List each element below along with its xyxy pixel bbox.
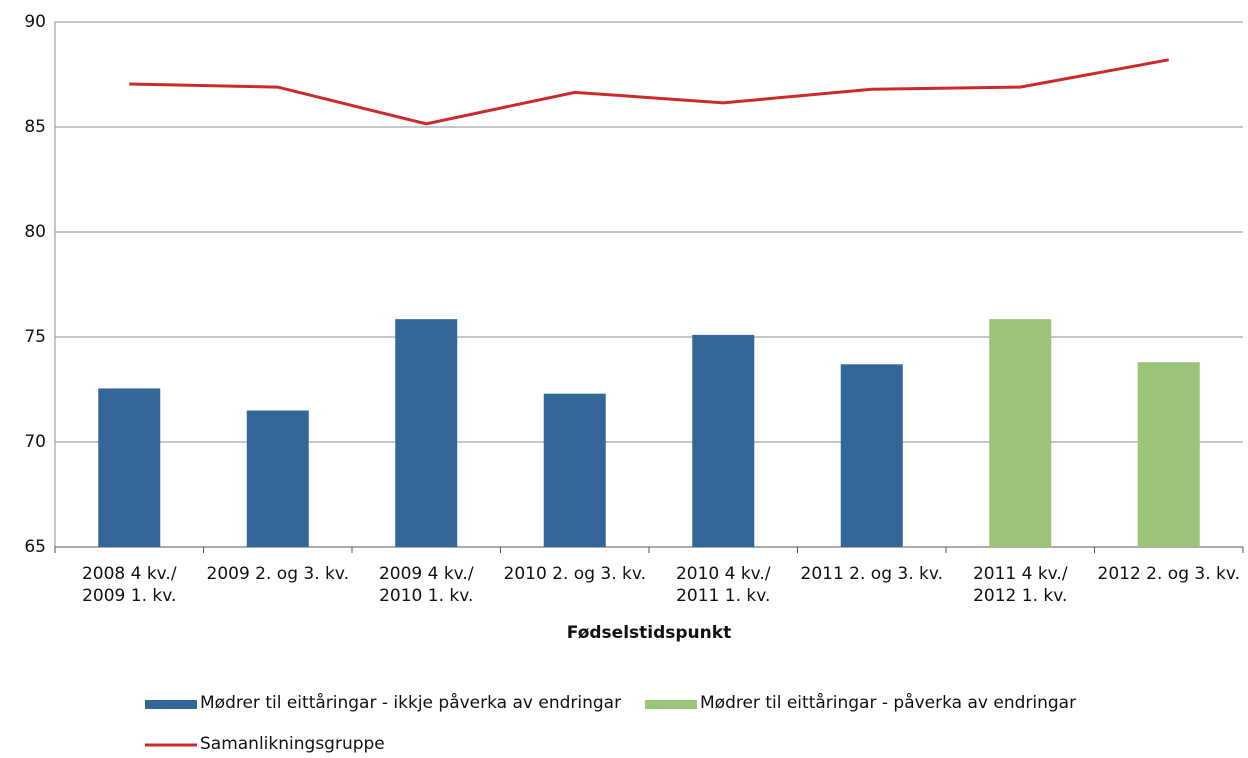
y-tick-label: 75 xyxy=(24,327,46,347)
bar xyxy=(692,334,755,547)
x-tick-label: 2009 4 kv./ 2010 1. kv. xyxy=(378,564,474,606)
x-tick-label: 2011 4 kv./ 2012 1. kv. xyxy=(972,564,1068,606)
legend-swatch xyxy=(645,700,697,709)
bar xyxy=(989,319,1052,547)
y-tick-label: 90 xyxy=(24,12,46,32)
bar xyxy=(246,410,309,547)
x-tick-label: 2008 4 kv./ 2009 1. kv. xyxy=(81,564,177,606)
bar xyxy=(543,393,606,547)
legend-label: Samanlikningsgruppe xyxy=(200,734,385,754)
y-tick-label: 85 xyxy=(24,117,46,137)
legend-label: Mødrer til eittåringar - påverka av endr… xyxy=(700,693,1077,713)
y-tick-label: 70 xyxy=(24,432,46,452)
legend-label: Mødrer til eittåringar - ikkje påverka a… xyxy=(200,693,622,713)
x-tick-label: 2012 2. og 3. kv. xyxy=(1097,564,1241,584)
bar xyxy=(840,364,903,547)
x-tick-label: 2009 2. og 3. kv. xyxy=(206,564,350,584)
legend-swatch xyxy=(145,700,197,709)
x-tick-label: 2010 2. og 3. kv. xyxy=(503,564,647,584)
bar xyxy=(1137,362,1200,547)
y-tick-label: 80 xyxy=(24,222,46,242)
x-tick-label: 2010 4 kv./ 2011 1. kv. xyxy=(675,564,771,606)
x-tick-label: 2011 2. og 3. kv. xyxy=(800,564,944,584)
bar xyxy=(395,319,458,547)
y-tick-label: 65 xyxy=(24,537,46,557)
bar xyxy=(98,388,161,547)
x-axis-label: Fødselstidspunkt xyxy=(566,623,732,643)
line xyxy=(129,58,1170,126)
